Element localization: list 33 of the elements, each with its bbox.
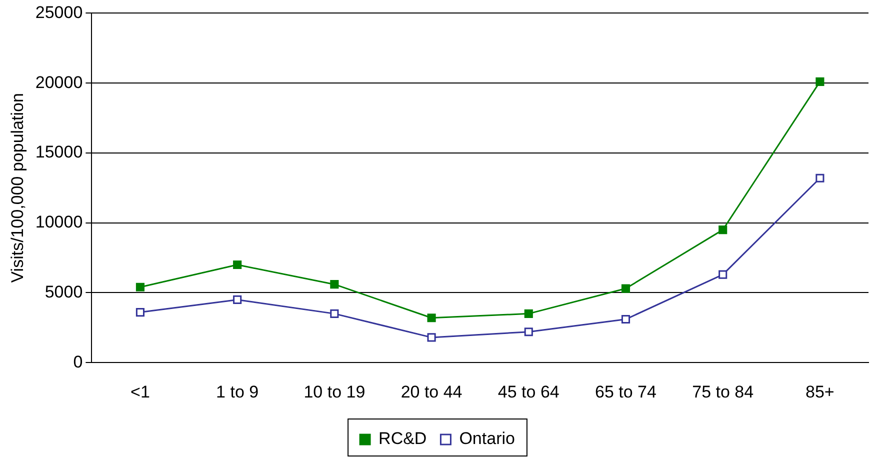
y-tick-label: 15000 (35, 142, 83, 162)
y-tick-label: 25000 (35, 2, 83, 22)
point (136, 308, 145, 317)
y-tick-label: 10000 (35, 212, 83, 232)
point (816, 174, 824, 182)
y-axis-title: Visits/100,000 population (8, 93, 27, 283)
point (233, 295, 242, 304)
x-tick-label: 85+ (806, 382, 834, 402)
point (621, 284, 630, 293)
x-tick-label: <1 (130, 382, 150, 402)
point (718, 270, 728, 279)
x-tick-label: 75 to 84 (692, 382, 754, 402)
point (330, 309, 339, 318)
point (330, 280, 339, 289)
x-tick-label: 1 to 9 (216, 382, 259, 402)
point (816, 77, 824, 86)
y-tick-label: 5000 (44, 282, 83, 302)
y-tick-label: 20000 (35, 72, 83, 92)
point (427, 314, 436, 322)
point (524, 328, 533, 336)
x-tick-label: 65 to 74 (595, 382, 656, 402)
legend-label: RC&D (378, 429, 427, 448)
point (233, 260, 242, 270)
point (524, 309, 533, 318)
x-tick-label: 10 to 19 (304, 382, 366, 402)
point (136, 282, 145, 292)
legend-label: Ontario (459, 429, 515, 448)
y-tick-label: 0 (73, 352, 83, 372)
x-tick-label: 20 to 44 (400, 382, 462, 402)
x-tick-label: 45 to 64 (498, 382, 560, 402)
point (427, 333, 436, 342)
point (718, 226, 728, 234)
point (621, 314, 630, 324)
